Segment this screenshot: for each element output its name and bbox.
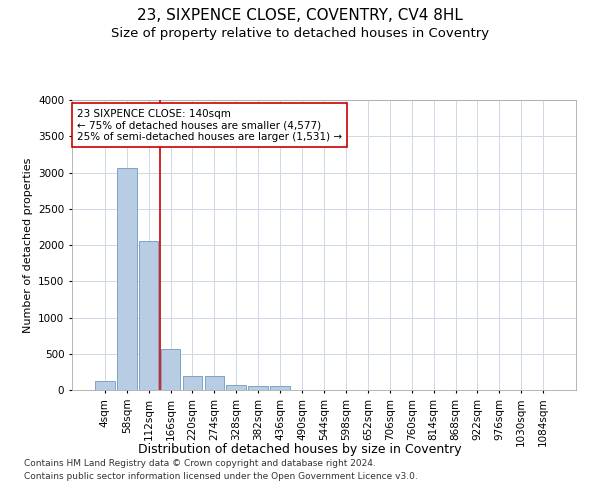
Text: Contains HM Land Registry data © Crown copyright and database right 2024.: Contains HM Land Registry data © Crown c… (24, 458, 376, 468)
Text: Distribution of detached houses by size in Coventry: Distribution of detached houses by size … (138, 442, 462, 456)
Bar (205, 376, 224, 390)
Text: Size of property relative to detached houses in Coventry: Size of property relative to detached ho… (111, 28, 489, 40)
Y-axis label: Number of detached properties: Number of detached properties (23, 158, 32, 332)
Text: 23 SIXPENCE CLOSE: 140sqm
← 75% of detached houses are smaller (4,577)
25% of se: 23 SIXPENCE CLOSE: 140sqm ← 75% of detac… (77, 108, 342, 142)
Bar (139, 240, 158, 390)
Bar (226, 384, 246, 390)
Bar (182, 376, 202, 390)
Bar (248, 386, 268, 390)
Bar (270, 386, 290, 390)
Text: Contains public sector information licensed under the Open Government Licence v3: Contains public sector information licen… (24, 472, 418, 481)
Bar (95, 380, 115, 390)
Text: 23, SIXPENCE CLOSE, COVENTRY, CV4 8HL: 23, SIXPENCE CLOSE, COVENTRY, CV4 8HL (137, 8, 463, 22)
Bar (117, 168, 137, 390)
Bar (161, 350, 181, 390)
